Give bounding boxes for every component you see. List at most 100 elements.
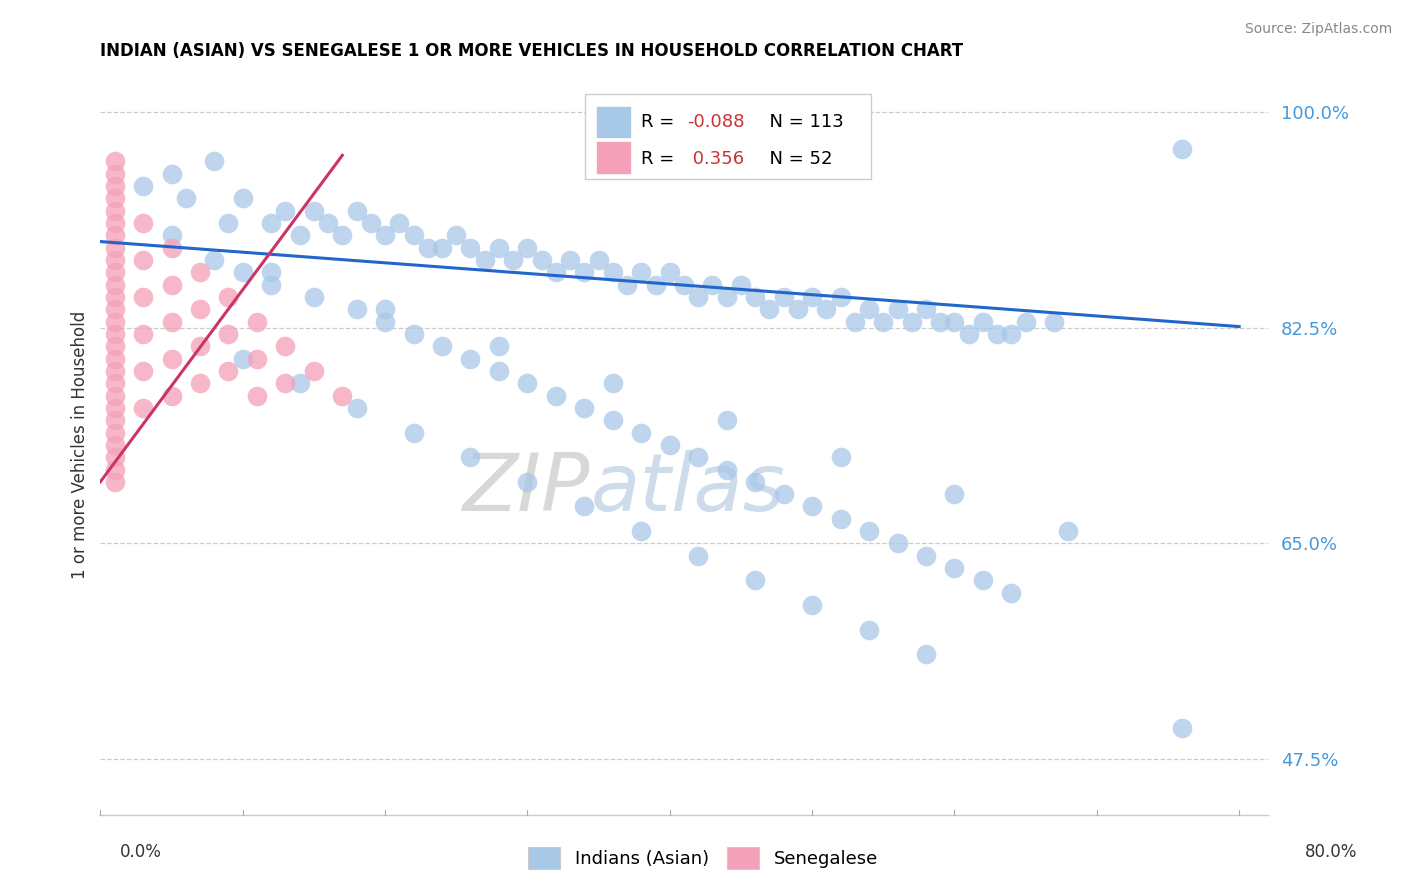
Point bbox=[830, 512, 852, 526]
Point bbox=[103, 191, 125, 205]
Point bbox=[544, 388, 567, 402]
Point bbox=[460, 241, 482, 255]
Point bbox=[915, 302, 938, 317]
Point bbox=[900, 315, 922, 329]
Point bbox=[416, 241, 439, 255]
Point bbox=[502, 253, 524, 268]
Point bbox=[630, 265, 652, 279]
Point bbox=[1000, 326, 1022, 341]
Text: 0.356: 0.356 bbox=[688, 150, 745, 168]
Point bbox=[217, 364, 239, 378]
Point bbox=[103, 302, 125, 317]
Point bbox=[374, 315, 396, 329]
Point bbox=[658, 265, 681, 279]
Point bbox=[858, 623, 880, 637]
Point bbox=[132, 179, 155, 194]
Point bbox=[801, 598, 824, 612]
Point bbox=[217, 326, 239, 341]
Point bbox=[886, 302, 908, 317]
Point bbox=[986, 326, 1008, 341]
FancyBboxPatch shape bbox=[585, 94, 870, 178]
Point bbox=[103, 425, 125, 440]
Point bbox=[288, 228, 311, 243]
Point bbox=[274, 376, 297, 391]
Point bbox=[160, 388, 183, 402]
Point bbox=[103, 326, 125, 341]
Point bbox=[744, 475, 766, 489]
Point bbox=[460, 450, 482, 465]
Point bbox=[103, 462, 125, 476]
Point bbox=[957, 326, 980, 341]
Point bbox=[217, 290, 239, 304]
Point bbox=[217, 216, 239, 230]
Point bbox=[730, 277, 752, 292]
Legend: Indians (Asian), Senegalese: Indians (Asian), Senegalese bbox=[520, 839, 886, 876]
Point bbox=[160, 228, 183, 243]
Point bbox=[630, 524, 652, 538]
Point bbox=[1014, 315, 1036, 329]
Point bbox=[786, 302, 808, 317]
Point bbox=[744, 290, 766, 304]
Point bbox=[288, 376, 311, 391]
Point bbox=[360, 216, 382, 230]
FancyBboxPatch shape bbox=[596, 105, 631, 138]
Point bbox=[1171, 142, 1194, 156]
Point bbox=[232, 265, 254, 279]
Point bbox=[402, 228, 425, 243]
Point bbox=[132, 253, 155, 268]
Point bbox=[602, 413, 624, 427]
Point bbox=[374, 302, 396, 317]
Point bbox=[929, 315, 952, 329]
Point bbox=[388, 216, 411, 230]
Point bbox=[260, 277, 283, 292]
Point bbox=[516, 376, 538, 391]
Point bbox=[103, 154, 125, 169]
Point bbox=[103, 388, 125, 402]
Point bbox=[302, 290, 325, 304]
Point bbox=[103, 438, 125, 452]
Text: ZIP: ZIP bbox=[463, 450, 591, 528]
Point bbox=[972, 574, 994, 588]
Point bbox=[103, 241, 125, 255]
Point bbox=[801, 290, 824, 304]
Point bbox=[801, 500, 824, 514]
Point bbox=[830, 290, 852, 304]
Point bbox=[844, 315, 866, 329]
Text: R =: R = bbox=[641, 150, 679, 168]
Point bbox=[460, 351, 482, 366]
Text: N = 52: N = 52 bbox=[758, 150, 832, 168]
Text: 80.0%: 80.0% bbox=[1305, 843, 1357, 861]
Point bbox=[858, 302, 880, 317]
Point bbox=[103, 401, 125, 415]
Point bbox=[658, 438, 681, 452]
Point bbox=[103, 413, 125, 427]
Point bbox=[260, 265, 283, 279]
Point bbox=[474, 253, 496, 268]
Point bbox=[716, 290, 738, 304]
Point bbox=[103, 228, 125, 243]
Point bbox=[644, 277, 666, 292]
Point bbox=[346, 203, 368, 218]
Point bbox=[488, 339, 510, 353]
Point bbox=[103, 203, 125, 218]
Point bbox=[430, 241, 453, 255]
Point bbox=[402, 425, 425, 440]
Point bbox=[915, 648, 938, 662]
Point bbox=[858, 524, 880, 538]
Point bbox=[402, 326, 425, 341]
Point bbox=[488, 364, 510, 378]
Point bbox=[574, 265, 596, 279]
Point bbox=[246, 351, 269, 366]
Point bbox=[330, 228, 353, 243]
Point bbox=[558, 253, 581, 268]
Text: -0.088: -0.088 bbox=[688, 112, 745, 131]
Point bbox=[758, 302, 780, 317]
Point bbox=[588, 253, 610, 268]
Point bbox=[202, 154, 225, 169]
Point bbox=[103, 253, 125, 268]
Point bbox=[132, 326, 155, 341]
Point bbox=[430, 339, 453, 353]
Point bbox=[103, 475, 125, 489]
Text: N = 113: N = 113 bbox=[758, 112, 844, 131]
Point bbox=[574, 500, 596, 514]
